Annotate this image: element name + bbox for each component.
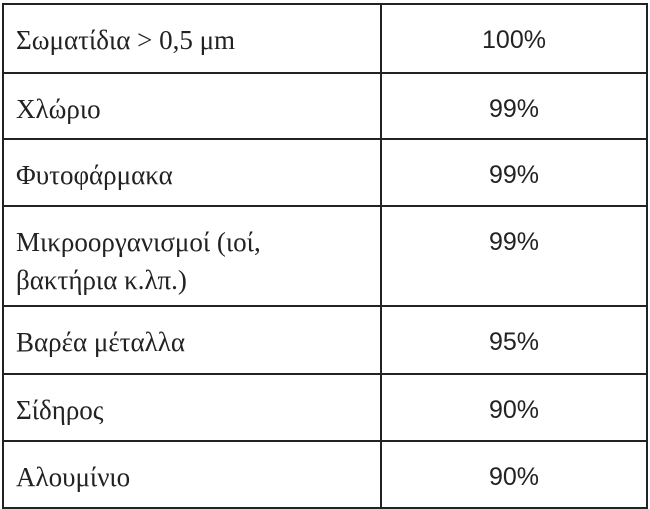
table-row: Σωματίδια > 0,5 μm 100% xyxy=(2,3,648,74)
contaminant-name: Σίδηρος xyxy=(2,373,382,442)
contaminant-name: Βαρέα μέταλλα xyxy=(2,305,382,375)
removal-percent: 90% xyxy=(380,373,648,442)
contaminant-name: Μικροοργανισμοί (ιοί, βακτήρια κ.λπ.) xyxy=(2,205,382,307)
removal-percent: 99% xyxy=(380,138,648,207)
table-row: Βαρέα μέταλλα 95% xyxy=(2,305,648,375)
contaminant-name: Σωματίδια > 0,5 μm xyxy=(2,3,382,74)
table-row: Χλώριο 99% xyxy=(2,72,648,140)
removal-percent: 95% xyxy=(380,305,648,375)
contaminant-name: Χλώριο xyxy=(2,72,382,140)
removal-percent: 90% xyxy=(380,440,648,509)
table-row: Αλουμίνιο 90% xyxy=(2,440,648,509)
removal-percent: 99% xyxy=(380,72,648,140)
table-row: Σίδηρος 90% xyxy=(2,373,648,442)
table-row: Φυτοφάρμακα 99% xyxy=(2,138,648,207)
removal-percent: 99% xyxy=(380,205,648,307)
table-row: Μικροοργανισμοί (ιοί, βακτήρια κ.λπ.) 99… xyxy=(2,205,648,307)
removal-percent: 100% xyxy=(380,3,648,74)
contaminant-name: Φυτοφάρμακα xyxy=(2,138,382,207)
filtration-table: Σωματίδια > 0,5 μm 100% Χλώριο 99% Φυτοφ… xyxy=(2,3,648,509)
contaminant-name: Αλουμίνιο xyxy=(2,440,382,509)
